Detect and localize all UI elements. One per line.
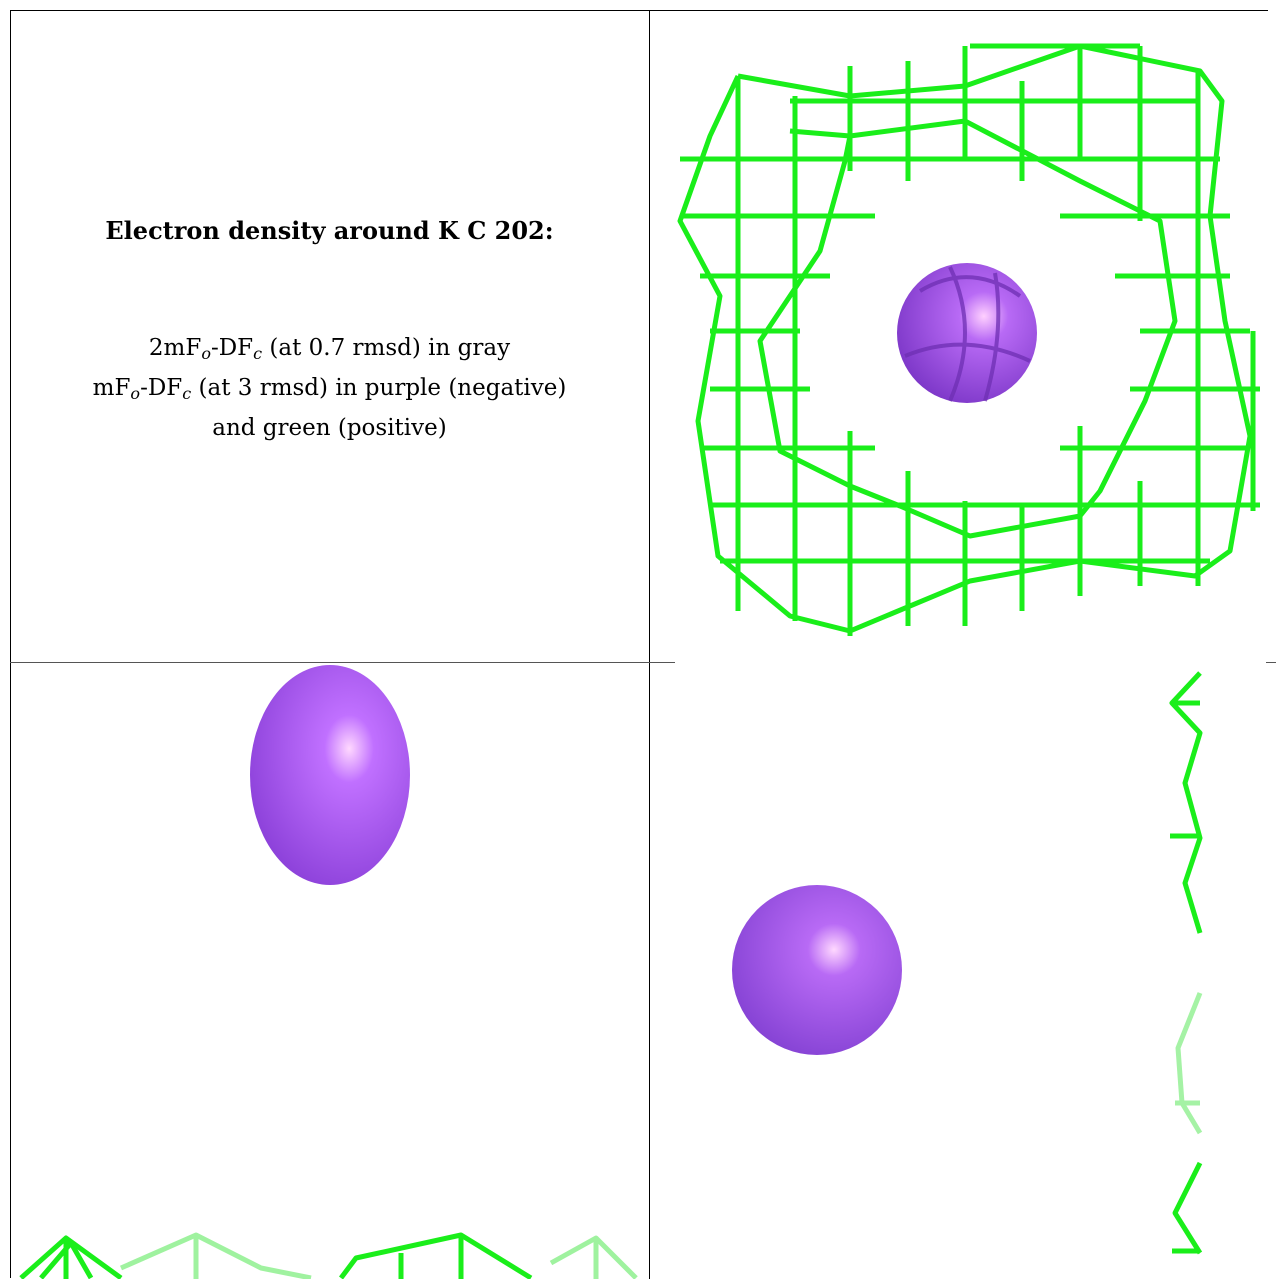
figure-frame bbox=[10, 10, 1268, 1278]
density-view-bottom-right-svg bbox=[732, 671, 1203, 1255]
caption-cell: Electron density around K C 202: 2mFo-DF… bbox=[11, 11, 648, 661]
caption-line-1: 2mFo-DFc (at 0.7 rmsd) in gray bbox=[148, 335, 511, 363]
row-divider-right bbox=[1266, 662, 1276, 663]
column-divider bbox=[649, 10, 650, 1279]
density-view-bottom-left-svg bbox=[19, 665, 638, 1279]
positive-mesh-top bbox=[677, 43, 1260, 636]
density-view-bottom-left bbox=[11, 663, 649, 1279]
caption-title: Electron density around K C 202: bbox=[105, 216, 554, 245]
potassium-ion-top bbox=[897, 263, 1037, 403]
density-view-top-svg bbox=[677, 43, 1260, 636]
caption-line-3: and green (positive) bbox=[212, 415, 447, 441]
density-view-top bbox=[650, 11, 1270, 661]
positive-mesh-bottom-left bbox=[19, 1232, 638, 1279]
row-divider bbox=[10, 662, 675, 663]
potassium-ion-bottom-left bbox=[250, 665, 410, 885]
density-view-bottom-right bbox=[650, 663, 1270, 1279]
caption-line-2: mFo-DFc (at 3 rmsd) in purple (negative) bbox=[92, 375, 567, 403]
potassium-ion-bottom-right bbox=[732, 885, 902, 1055]
positive-mesh-bottom-right bbox=[1169, 671, 1203, 1255]
caption-lines: 2mFo-DFc (at 0.7 rmsd) in gray mFo-DFc (… bbox=[11, 331, 648, 445]
